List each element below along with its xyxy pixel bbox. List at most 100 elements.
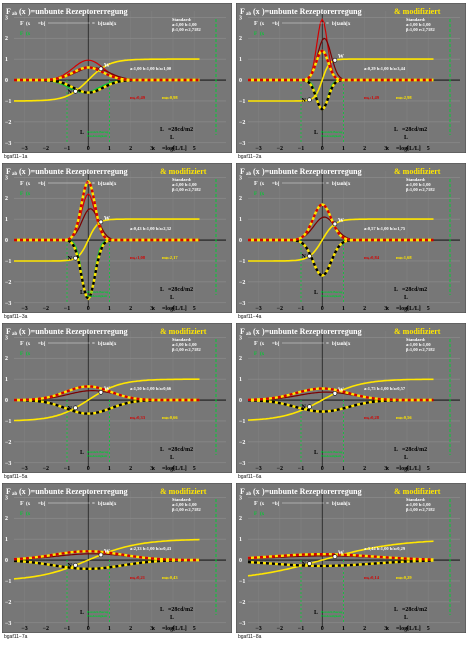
x-tick-label: −3: [255, 306, 261, 312]
chart-title-modified: & modifiziert: [394, 7, 441, 16]
formula2-x: (x: [260, 192, 265, 197]
range-label-2: Eindeutigkeit: [321, 134, 342, 138]
formula2-x: (x: [26, 352, 31, 357]
formula-eq: =b[: [272, 342, 280, 347]
x-tick-label: −3: [21, 626, 27, 632]
y-tick-label: 3: [5, 15, 8, 21]
chart-title-modified: & modifiziert: [160, 487, 207, 496]
formula-eq: =b[: [38, 342, 46, 347]
standard-a: a:1,00 b:1,00: [172, 22, 197, 27]
marker-w-label: W: [104, 549, 110, 555]
marker-n: [73, 562, 78, 568]
y-tick-label: −2: [5, 120, 11, 126]
formula2-x: (x: [260, 32, 265, 37]
axis-label: =log[L/L]: [396, 466, 421, 472]
y-tick-label: 1: [5, 217, 8, 223]
lum-symbol: L: [314, 450, 318, 456]
formula2-x: (x: [26, 32, 31, 37]
y-tick-label: 1: [239, 537, 242, 543]
range-label: Bereich Bezug: [87, 290, 109, 294]
y-tick-label: −2: [5, 600, 11, 606]
marker-n-label: N: [67, 256, 72, 262]
x-tick-label: 3: [150, 626, 153, 632]
x-tick-label: 1: [108, 146, 111, 152]
lum-label: L: [394, 607, 398, 613]
y-tick-label: −2: [239, 280, 245, 286]
standard-b: β:1,00 e:2,7182: [172, 347, 201, 352]
series-line-0: [14, 58, 200, 102]
params-label: a:0,57 b:1,00 b/a:1,75: [364, 226, 406, 231]
y-tick-label: 1: [239, 57, 242, 63]
x-tick-label: 1: [108, 626, 111, 632]
title-f: F: [240, 7, 245, 16]
slope-left: mₗᵣ:0,28: [364, 415, 380, 420]
x-tick-label: 3: [384, 626, 387, 632]
formula-eq2: =: [92, 22, 95, 27]
formula2-x: (x: [260, 512, 265, 517]
x-tick-label: 5: [427, 146, 430, 152]
x-tick-label: −1: [64, 466, 70, 472]
y-tick-label: 3: [5, 495, 8, 501]
formula-eq: =b[: [38, 22, 46, 27]
chart-title-modified: & modifiziert: [394, 327, 441, 336]
formula-eq2: =: [92, 502, 95, 507]
panel-footer-4: bgaf11−4a: [238, 314, 262, 320]
y-tick-label: 3: [5, 335, 8, 341]
y-tick-label: 1: [5, 537, 8, 543]
lum-value: =28cd/m2: [168, 447, 193, 453]
x-tick-label: −2: [277, 626, 283, 632]
standard-b: β:1,00 e:2,7182: [172, 187, 201, 192]
y-tick-label: 2: [5, 196, 8, 202]
formula-eq: =b[: [272, 502, 280, 507]
series-line-4-top: [14, 179, 200, 242]
axis-x-symbol: x: [152, 626, 155, 632]
chart-title: )=unbunte Rezeptorerregung: [262, 327, 362, 336]
lum-unit: L: [404, 295, 408, 301]
lum-label: L: [160, 127, 164, 133]
y-tick-label: 2: [5, 356, 8, 362]
marker-w: [332, 391, 338, 396]
slope-right: mₗₙ:2,98: [396, 95, 412, 100]
y-tick-label: 0: [5, 558, 8, 564]
x-tick-label: 3: [384, 466, 387, 472]
y-tick-label: 3: [239, 495, 242, 501]
range-label: Bereich Bezug: [321, 290, 343, 294]
series-line-0: [248, 218, 434, 262]
marker-n-label: N: [67, 89, 72, 95]
y-tick-label: −3: [239, 141, 245, 147]
marker-n-label: N: [301, 562, 306, 568]
formula-x: (x: [26, 502, 31, 507]
x-tick-label: 5: [427, 466, 430, 472]
slope-left: mₗᵣ:1,49: [364, 95, 380, 100]
lum-unit: L: [170, 615, 174, 621]
axis-x-symbol: x: [152, 146, 155, 152]
axis-x-symbol: x: [152, 306, 155, 312]
panel-footer-7: bgaf11−7a: [4, 634, 28, 640]
series-line-0: [14, 218, 200, 262]
x-tick-label: 3: [150, 146, 153, 152]
params-label: a:1,75 b:1,00 b/a:0,57: [364, 386, 406, 391]
x-tick-label: 4: [172, 306, 175, 312]
slope-right: mₗₙ:0,56: [396, 415, 412, 420]
axis-label: =log[L/L]: [396, 146, 421, 152]
x-tick-label: −2: [43, 306, 49, 312]
x-tick-label: 0: [87, 146, 90, 152]
marker-n: [307, 404, 312, 410]
x-tick-label: 0: [321, 466, 324, 472]
y-tick-label: −1: [5, 419, 11, 425]
marker-w-label: W: [338, 551, 344, 557]
lum-symbol: L: [314, 290, 318, 296]
marker-w: [332, 57, 338, 63]
marker-w: [98, 219, 104, 225]
slope-left: mₗᵣ:0,84: [364, 255, 380, 260]
formula-eq: =b[: [38, 502, 46, 507]
marker-n-label: N: [301, 405, 306, 411]
lum-unit: L: [170, 295, 174, 301]
lum-value: =28cd/m2: [402, 287, 427, 293]
chart-title: )=unbunte Rezeptorerregung: [28, 167, 128, 176]
lum-symbol: L: [80, 130, 84, 136]
